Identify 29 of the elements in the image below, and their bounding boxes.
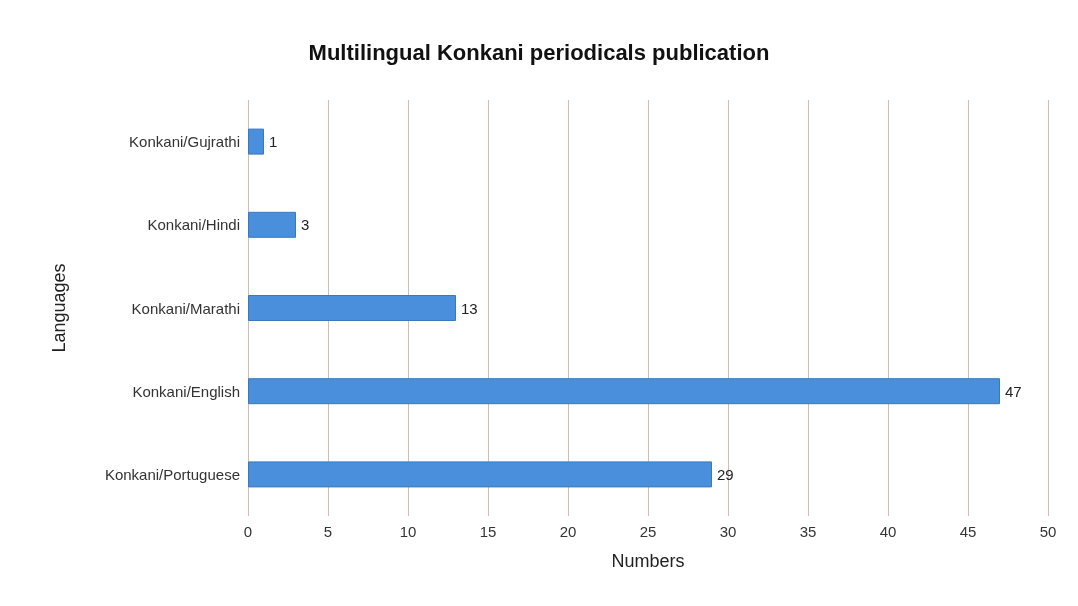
x-tick-label: 5 — [323, 523, 333, 540]
x-tick-label: 40 — [879, 523, 897, 540]
y-tick-label: Konkani/Marathi — [131, 299, 240, 317]
bar — [248, 461, 712, 488]
bar — [248, 128, 264, 155]
bar — [248, 211, 296, 238]
y-tick-label: Konkani/English — [132, 382, 240, 400]
data-label: 29 — [717, 465, 734, 483]
x-tick-label: 0 — [243, 523, 253, 540]
x-tick-label: 25 — [639, 523, 657, 540]
x-tick-label: 45 — [959, 523, 977, 540]
x-tick-label: 30 — [719, 523, 737, 540]
x-tick-label: 20 — [559, 523, 577, 540]
y-tick-label: Konkani/Gujrathi — [129, 133, 240, 151]
chart-title: Multilingual Konkani periodicals publication — [308, 39, 770, 65]
x-tick-label: 10 — [399, 523, 417, 540]
y-axis-title: Languages — [49, 263, 69, 353]
x-tick-label: 50 — [1039, 523, 1057, 540]
data-label: 3 — [301, 216, 310, 234]
y-tick-label: Konkani/Portuguese — [104, 465, 240, 483]
bar — [248, 378, 1000, 405]
data-label: 1 — [269, 133, 278, 151]
data-label: 47 — [1005, 382, 1022, 400]
x-tick-label: 15 — [479, 523, 497, 540]
data-label: 13 — [461, 299, 478, 317]
x-axis-title: Numbers — [611, 551, 685, 571]
bar — [248, 295, 456, 321]
x-tick-label: 35 — [799, 523, 817, 540]
y-tick-label: Konkani/Hindi — [147, 216, 240, 234]
